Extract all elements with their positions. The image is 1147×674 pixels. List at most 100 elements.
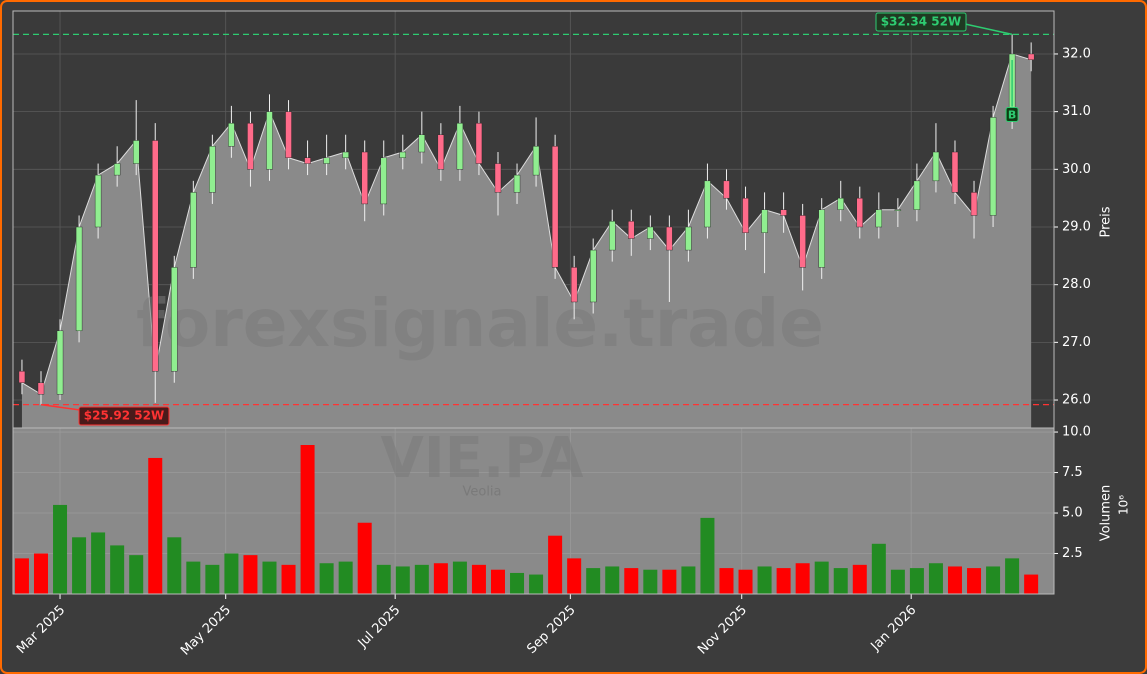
low-52w-label: $25.92 52W [84,409,164,423]
volume-bar [167,537,182,594]
volume-bar [567,558,582,594]
candle-body [75,226,83,332]
candle-body [94,174,102,228]
candle-body [190,192,197,268]
candle-body [570,267,578,303]
candle-body [875,209,883,228]
candle-body [304,157,311,164]
volume-bar [586,568,601,594]
volume-bar [433,563,448,594]
candle-body [494,163,502,193]
volume-bar [205,564,220,594]
volume-bar [776,568,791,594]
candle-body [856,197,863,228]
volume-axis-label: Volumen [1099,485,1114,542]
candle-body [685,226,692,251]
candle-body [285,111,292,158]
volume-bar [376,564,391,594]
candle-body [704,180,711,228]
volume-bar [110,545,125,594]
candle-body [780,209,787,216]
volume-bar [490,569,505,594]
volume-bar [548,535,563,594]
candle-body [951,151,959,193]
volume-bar [186,561,201,594]
y2-tick-label: 10.0 [1062,425,1091,440]
candle-body [932,151,940,182]
candle-body [418,134,426,153]
volume-bar [395,566,410,594]
axes-frame [12,10,1055,595]
candle-body [437,134,445,170]
candle-body [589,249,597,303]
high-52w-box [875,12,967,32]
volume-bar [338,561,353,594]
volume-bar [243,555,258,594]
candle-body [894,209,902,211]
volume-bar [129,555,144,594]
volume-bar [681,566,696,594]
candle-body [380,157,387,205]
volume-bar [148,457,163,594]
volume-bar [510,572,525,594]
volume-bar [967,568,982,594]
y-tick-label: 32.0 [1062,46,1091,61]
candle-body [532,146,540,176]
volume-bar [757,566,772,594]
volume-bar [852,564,867,594]
candle-body [628,221,635,239]
y-tick-label: 30.0 [1062,162,1091,177]
volume-bar [833,568,848,594]
y-tick-label: 27.0 [1062,335,1091,350]
candle-body [989,117,997,216]
high-52w-label: $32.34 52W [881,15,961,29]
volume-bar [738,569,753,594]
volume-bar [719,568,734,594]
candle-body [837,197,844,210]
candle-body [18,370,26,383]
candle-body [666,226,673,251]
low-52w-box [78,406,170,426]
volume-bar [624,568,639,594]
volume-bar [414,564,429,594]
volume-bar [91,532,106,594]
volume-bar [471,564,486,594]
y2-tick-label: 5.0 [1062,506,1083,521]
candle-body [266,111,273,170]
candle-body [647,226,654,239]
volume-bar [452,561,467,594]
candle-body [818,209,825,268]
watermark: forexsignale.trade [136,285,824,362]
candle-body [171,267,178,372]
company-watermark: Veolia [462,485,501,500]
close-area [21,53,1032,429]
volume-bar [53,504,68,594]
candle-body [742,197,749,233]
candle-body [475,122,483,164]
y-axis-label: Preis [1099,206,1114,237]
volume-bar [14,558,29,594]
volume-bar [281,564,296,594]
candle-body [723,180,730,199]
y-tick-label: 28.0 [1062,277,1091,292]
candle-body [228,122,235,147]
volume-bar [319,563,334,594]
volume-bar [357,522,372,594]
volume-bar [947,566,962,594]
volume-bar [605,566,620,594]
candle-body [456,122,464,170]
volume-bar [814,561,829,594]
volume-bar [662,569,677,594]
y2-tick-label: 7.5 [1062,465,1083,480]
symbol-watermark: VIE.PA [381,426,585,491]
signal-label: B [1008,109,1016,122]
y-tick-label: 31.0 [1062,104,1091,119]
volume-bar [890,569,905,594]
candle-body [361,151,368,205]
volume-bar [1024,574,1039,594]
volume-bar [300,445,315,594]
candle-body [323,157,330,164]
signal-box [1005,107,1019,123]
candle-body [513,174,521,193]
